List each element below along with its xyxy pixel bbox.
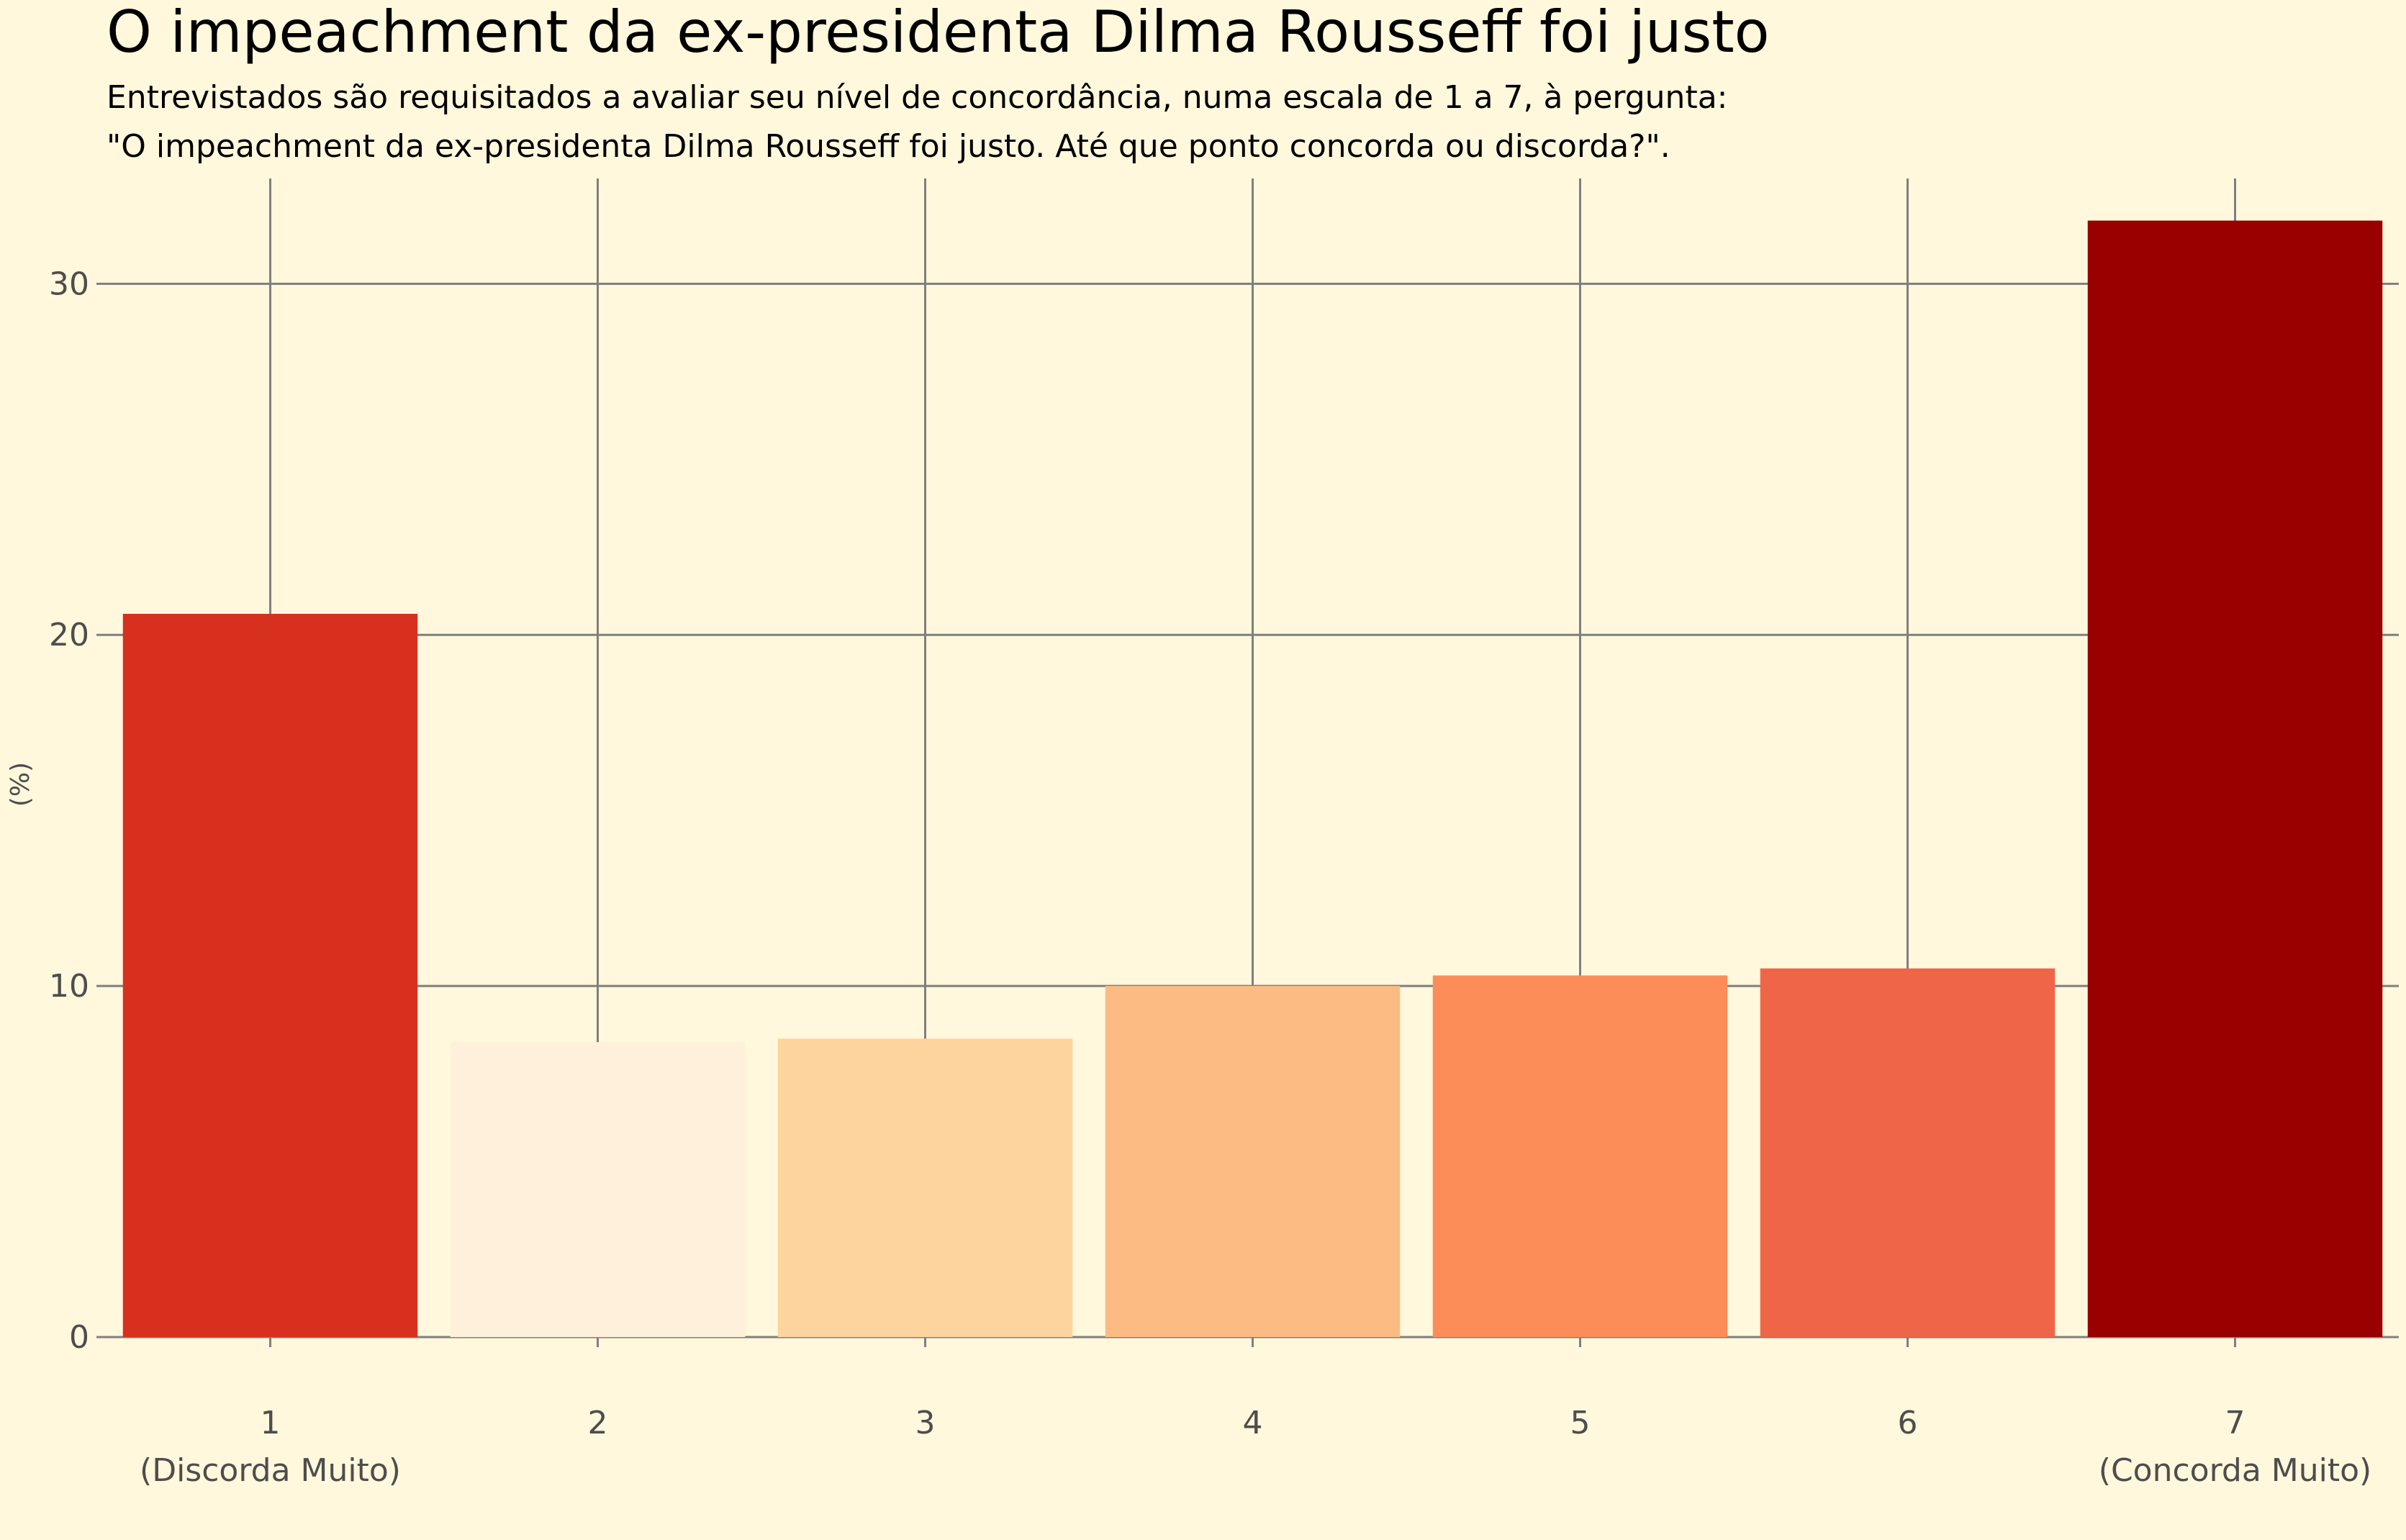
y-axis-label: (%) [6, 762, 35, 807]
bar-7 [2087, 220, 2383, 1338]
x-tick-label-4: 4 [1243, 1405, 1263, 1441]
bar-2 [450, 1042, 746, 1337]
chart-subtitle-line-1: Entrevistados são requisitados a avaliar… [107, 79, 1728, 116]
x-tick-label-7: 7 [2225, 1405, 2246, 1441]
x-tick-label-2: 2 [588, 1405, 608, 1441]
x-tick-sublabel-1: (Discorda Muito) [140, 1452, 401, 1489]
bar-4 [1105, 986, 1401, 1337]
y-tick-label-20: 20 [49, 617, 89, 653]
axis-ticks [96, 282, 2236, 1347]
bar-1 [122, 613, 418, 1337]
y-tick-label-0: 0 [69, 1319, 89, 1356]
x-tick-label-5: 5 [1570, 1405, 1591, 1441]
y-tick-label-10: 10 [49, 968, 89, 1005]
chart-title: O impeachment da ex-presidenta Dilma Rou… [107, 0, 1770, 65]
chart-subtitle-line-2: "O impeachment da ex-presidenta Dilma Ro… [107, 128, 1670, 165]
bar-6 [1760, 968, 2055, 1337]
x-tick-label-3: 3 [915, 1405, 936, 1441]
bar-5 [1432, 975, 1728, 1337]
bar-3 [777, 1038, 1073, 1337]
x-tick-label-6: 6 [1898, 1405, 1918, 1441]
x-tick-label-1: 1 [261, 1405, 281, 1441]
y-tick-label-30: 30 [49, 266, 89, 302]
tick-labels: 0 10 20 30 1 (Discorda Muito) 2 3 4 5 6 7 (Concorda … [49, 266, 2371, 1489]
x-tick-sublabel-7: (Concorda Muito) [2099, 1452, 2371, 1489]
bars [122, 220, 2383, 1338]
